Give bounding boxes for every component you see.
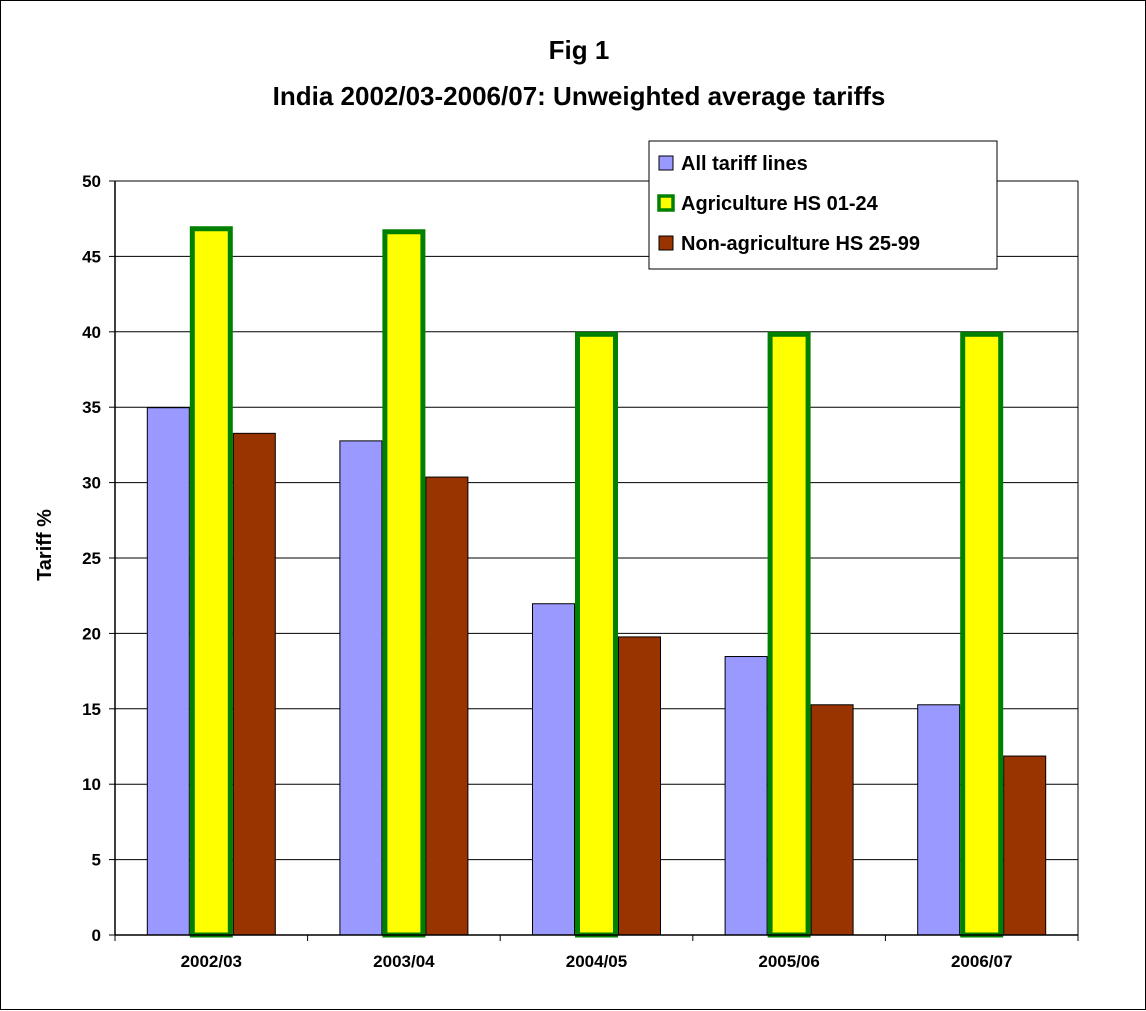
bars [146, 226, 1047, 938]
y-tick-label: 30 [82, 474, 101, 493]
bar [146, 407, 190, 936]
y-tick-label: 25 [82, 549, 101, 568]
axes [109, 180, 1079, 941]
bar [232, 432, 276, 936]
legend-box [648, 140, 998, 270]
bar [575, 331, 618, 938]
bar [425, 476, 469, 936]
legend-swatch [658, 235, 674, 251]
y-tick-label: 35 [82, 398, 101, 417]
x-tick-label: 2006/07 [951, 952, 1012, 971]
legend-swatch [657, 194, 675, 212]
y-tick-label: 0 [92, 926, 101, 945]
bar [767, 331, 811, 938]
legend-entry: Agriculture HS 01-24 [681, 193, 879, 215]
x-tick-labels: 2002/03 2003/04 2004/05 2005/06 2006/07 [181, 952, 1013, 971]
bar [917, 704, 961, 936]
title-line-1: Fig 1 [549, 35, 610, 65]
y-tick-label: 20 [82, 624, 101, 643]
y-tick-label: 45 [82, 247, 101, 266]
x-tick-label: 2005/06 [758, 952, 819, 971]
y-tick-label: 40 [82, 323, 101, 342]
y-tick-label: 15 [82, 700, 101, 719]
bar [1003, 755, 1047, 936]
bar [532, 603, 575, 936]
legend: All tariff lines Agriculture HS 01-24 Non-… [648, 140, 998, 270]
legend-swatch [658, 155, 674, 171]
y-tick-label: 50 [82, 172, 101, 191]
title-line-2: India 2002/03-2006/07: Unweighted averag… [273, 81, 886, 111]
bar [618, 636, 661, 936]
y-tick-labels: 0 5 10 15 20 25 30 35 40 45 50 [82, 172, 101, 945]
legend-entry: All tariff lines [681, 153, 808, 175]
legend-entry: Non-agriculture HS 25-99 [681, 233, 920, 255]
bar [810, 704, 854, 936]
bar [189, 226, 233, 938]
chart-title: Fig 1 India 2002/03-2006/07: Unweighted … [273, 35, 886, 111]
y-axis-label: Tariff % [34, 509, 56, 581]
x-tick-label: 2003/04 [373, 952, 435, 971]
bar [724, 656, 768, 936]
x-tick-label: 2004/05 [566, 952, 627, 971]
bar [382, 229, 426, 938]
bar [960, 331, 1004, 938]
x-tick-label: 2002/03 [181, 952, 242, 971]
y-tick-label: 10 [82, 775, 101, 794]
y-tick-label: 5 [92, 851, 101, 870]
bar [339, 440, 383, 936]
